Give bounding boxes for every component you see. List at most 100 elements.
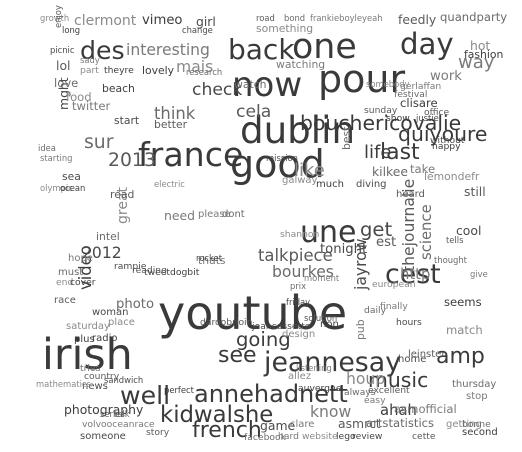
word-last: last	[380, 140, 420, 165]
word-way: way	[458, 52, 495, 73]
word-dublin: dublin	[240, 108, 356, 152]
word-finally: finally	[380, 301, 408, 312]
word-http: http	[400, 266, 431, 283]
word-cest: cest	[385, 259, 441, 290]
word-tonight: tonight	[320, 242, 368, 257]
word-hard: hard	[278, 431, 299, 442]
word-leinster: leinster	[408, 349, 446, 360]
word-seems: seems	[444, 295, 482, 309]
word-without: without	[430, 135, 465, 146]
word-someone: someone	[80, 431, 126, 442]
word-long: long	[62, 25, 81, 35]
word-dont: dont	[222, 209, 245, 220]
word-bourkes: bourkes	[272, 263, 334, 281]
word-heard: heard	[396, 189, 425, 200]
word-thought: thought	[434, 255, 467, 265]
word-shannon: shannon	[280, 229, 320, 240]
word-end: end	[56, 277, 74, 288]
word-watching: watching	[276, 58, 326, 71]
word-bonne: bonne	[462, 419, 491, 430]
word-show: show	[386, 113, 410, 124]
word-daroobrioin: daroobrioin	[200, 317, 253, 328]
word-pour: pour	[318, 57, 406, 101]
word-mais: mais	[176, 58, 214, 76]
word-beach: beach	[102, 82, 135, 95]
word-radio: radio	[92, 333, 118, 344]
word-cela: cela	[236, 102, 272, 122]
word-music: music	[368, 368, 429, 392]
word-annehadnett: annehadnett	[194, 380, 348, 408]
word-lovely: lovely	[142, 64, 175, 77]
word-see: see	[218, 343, 257, 368]
word-country: country	[84, 371, 120, 382]
word-rampie: rampie	[114, 261, 147, 272]
word-gerlaffan: gerlaffan	[400, 81, 442, 92]
word-france: france	[138, 135, 244, 174]
word-solution: solution	[304, 313, 338, 323]
word-stop: stop	[466, 391, 488, 402]
word-european: european	[372, 279, 416, 290]
word-irish: irish	[42, 330, 133, 380]
word-justie: justie	[416, 113, 439, 123]
word-french: french	[192, 418, 262, 443]
word-picnic: picnic	[50, 45, 75, 55]
word-website: website	[302, 431, 338, 442]
word-quandparty: quandparty	[440, 10, 508, 24]
word-houp: houp	[346, 370, 386, 388]
word-tries: tries	[80, 363, 101, 374]
word-better: better	[154, 118, 188, 131]
word-daily: daily	[364, 305, 387, 316]
word-road: road	[256, 13, 275, 23]
word-lego: lego	[336, 431, 356, 442]
word-always: always	[344, 387, 376, 398]
word-clisare: clisare	[400, 96, 438, 110]
word-mission: mission	[266, 153, 298, 163]
word-diving: diving	[356, 179, 387, 190]
word-rocket: rocket	[196, 253, 222, 263]
word-review: review	[352, 431, 383, 442]
word-clare: clare	[290, 419, 315, 430]
word-olympic: olympic	[40, 183, 73, 193]
word-think: think	[154, 104, 196, 123]
word-please: please	[198, 209, 231, 220]
word-sandwich: sandwich	[104, 375, 144, 385]
word-match: match	[446, 323, 483, 337]
word-hot: hot	[470, 38, 491, 53]
word-part: part	[80, 65, 99, 76]
word-photography: photography	[64, 402, 144, 417]
word-excellent: excellent	[368, 385, 410, 396]
word-sea: sea	[62, 170, 81, 183]
word-vimeo: vimeo	[142, 13, 183, 28]
word-give: give	[470, 269, 488, 279]
word-lemondefr: lemondefr	[424, 170, 480, 183]
word-thats: thats	[198, 254, 226, 267]
word-fashion: fashion	[464, 48, 504, 61]
word-place: place	[108, 317, 135, 328]
word-mathematics: mathematics	[36, 379, 91, 389]
word-photo: photo	[116, 297, 155, 312]
word-non: non	[320, 319, 339, 330]
word-watch: watch	[234, 78, 267, 91]
word-ahah: ahah	[380, 402, 417, 419]
word-twitter: twitter	[72, 99, 111, 113]
word-growth: growth	[40, 13, 70, 23]
word-auvergne: auvergne	[298, 383, 342, 394]
word-galway: galway	[282, 175, 318, 186]
word-much: much	[316, 179, 344, 190]
word-office: office	[424, 107, 450, 118]
word-une: une	[300, 215, 357, 250]
word-life: life	[364, 142, 392, 163]
word-kilkee: kilkee	[372, 164, 409, 179]
word-bond: bond	[284, 13, 306, 23]
word-reading: reading	[132, 265, 167, 276]
word-science: science	[418, 204, 435, 260]
word-day: day	[400, 27, 454, 61]
word-quiyoure: quiyoure	[398, 122, 488, 146]
word-2013: 2013	[108, 150, 156, 171]
word-take: take	[410, 162, 436, 176]
word-idea: idea	[38, 143, 56, 153]
word-cool: cool	[456, 223, 482, 238]
word-research: research	[186, 67, 223, 77]
word-youtube: youtube	[158, 286, 348, 340]
